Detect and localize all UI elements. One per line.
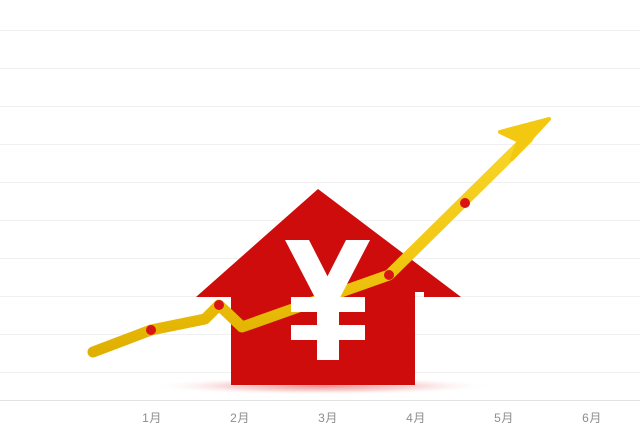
data-point-marker bbox=[384, 270, 394, 280]
arrow-head-icon bbox=[498, 117, 551, 161]
yuan-sign bbox=[285, 240, 370, 360]
x-axis-label-5: 5月 bbox=[494, 411, 514, 425]
x-axis-label-3: 3月 bbox=[318, 411, 338, 425]
data-point-marker bbox=[146, 325, 156, 335]
x-axis-label-6: 6月 bbox=[582, 411, 602, 425]
x-axis-label-4: 4月 bbox=[406, 411, 426, 425]
x-axis-label-1: 1月 bbox=[142, 411, 162, 425]
data-point-marker bbox=[214, 300, 224, 310]
data-point-marker bbox=[460, 198, 470, 208]
x-axis-line bbox=[0, 400, 640, 401]
x-axis-label-2: 2月 bbox=[230, 411, 250, 425]
